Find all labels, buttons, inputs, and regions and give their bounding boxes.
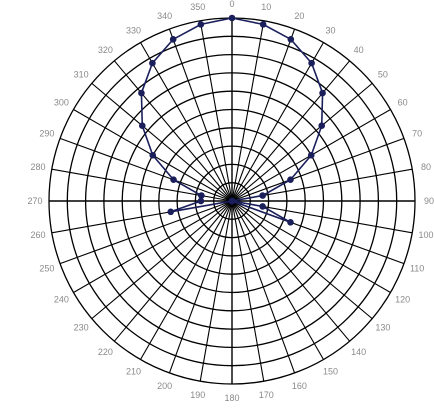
grid-spoke [231, 60, 351, 202]
angle-labels: 0 10 20 30 40 50 60 70 80 90 100 110 120 130 140 150 160… [27, 0, 434, 403]
angle-tick-label: 200 [157, 381, 172, 391]
data-point [287, 218, 294, 226]
data-point [287, 36, 295, 43]
grid-spoke [231, 200, 391, 293]
grid-spoke [113, 60, 233, 202]
data-point [167, 208, 175, 216]
angle-tick-label: 70 [412, 129, 422, 139]
angle-tick-label: 310 [74, 69, 89, 79]
data-point [287, 176, 294, 184]
angle-tick-label: 300 [54, 98, 69, 108]
angle-tick-label: 40 [354, 45, 364, 55]
angle-tick-label: 110 [410, 263, 424, 273]
angle-tick-label: 320 [98, 45, 113, 55]
angle-tick-label: 50 [378, 69, 388, 79]
angle-tick-label: 20 [294, 11, 304, 21]
angle-tick-label: 230 [74, 323, 89, 333]
grid-spoke [231, 200, 265, 382]
data-point [197, 21, 205, 28]
data-point [259, 203, 266, 210]
grid-spoke [231, 20, 265, 202]
data-point [259, 21, 267, 28]
grid-spoke [231, 200, 351, 342]
data-point [149, 151, 157, 159]
grid-spoke [199, 200, 233, 382]
angle-tick-label: 170 [259, 390, 274, 400]
angle-tick-label: 220 [98, 347, 113, 357]
angle-tick-label: 250 [39, 263, 54, 273]
angle-tick-label: 30 [325, 25, 335, 35]
grid-spoke [199, 20, 233, 202]
grid-spoke [231, 82, 373, 202]
grid-spoke [168, 28, 233, 202]
data-point [318, 122, 326, 130]
angle-tick-label: 280 [30, 162, 45, 172]
series-line [140, 17, 324, 224]
angle-tick-label: 330 [126, 25, 141, 35]
angle-tick-label: 340 [157, 11, 172, 21]
grid-spoke [140, 200, 233, 360]
angle-tick-label: 100 [418, 230, 433, 240]
grid-spoke [231, 200, 373, 320]
data-point [198, 192, 205, 199]
data-point [197, 197, 205, 205]
angle-tick-label: 80 [421, 162, 431, 172]
grid-spoke [73, 200, 233, 293]
data-point [319, 89, 326, 97]
angle-tick-label: 190 [190, 390, 205, 400]
data-point [149, 59, 156, 67]
grid-spoke [59, 137, 233, 202]
grid-spoke [59, 200, 233, 265]
angle-tick-label: 350 [190, 2, 205, 12]
angle-tick-label: 140 [351, 347, 366, 357]
data-point [259, 192, 266, 199]
grid-spoke [168, 200, 233, 374]
angle-tick-label: 0 [229, 0, 234, 9]
angle-tick-label: 210 [126, 367, 141, 377]
angle-tick-label: 260 [30, 230, 45, 240]
angle-tick-label: 120 [395, 295, 410, 305]
data-point [170, 176, 177, 184]
data-point [308, 59, 315, 67]
grid-spoke [231, 42, 324, 202]
angle-tick-label: 290 [39, 129, 54, 139]
angle-tick-label: 150 [323, 367, 338, 377]
angle-tick-label: 240 [54, 295, 69, 305]
angle-tick-label: 160 [292, 381, 307, 391]
data-point [228, 14, 236, 22]
grid-spoke [91, 200, 233, 320]
angle-tick-label: 180 [224, 393, 239, 403]
grid-spoke [231, 200, 324, 360]
grid-spoke [231, 200, 296, 374]
angle-tick-label: 10 [261, 2, 271, 12]
angle-tick-label: 130 [375, 323, 390, 333]
grid-spoke [91, 82, 233, 202]
grid-spoke [113, 200, 233, 342]
data-point [169, 36, 177, 43]
data-point [307, 151, 315, 159]
series-group [138, 14, 326, 226]
angle-tick-label: 90 [424, 196, 434, 206]
data-point [138, 89, 145, 97]
angle-tick-label: 60 [398, 98, 408, 108]
angle-tick-label: 270 [27, 196, 42, 206]
grid-spoke [140, 42, 233, 202]
data-point [228, 197, 236, 205]
grid-spoke [231, 137, 405, 202]
data-point [138, 122, 146, 130]
grid-spoke [231, 28, 296, 202]
